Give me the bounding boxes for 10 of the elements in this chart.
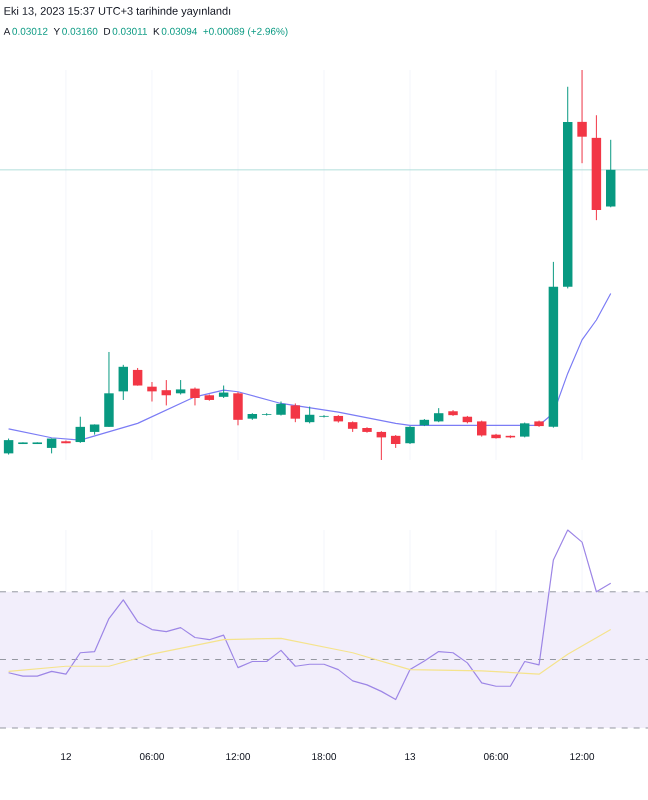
candlestick bbox=[190, 386, 200, 406]
candlestick bbox=[233, 391, 243, 426]
candlestick bbox=[577, 69, 587, 164]
candlestick bbox=[161, 379, 172, 406]
candlestick bbox=[290, 402, 301, 423]
candlestick bbox=[104, 351, 114, 428]
candlestick bbox=[606, 139, 616, 208]
candlestick bbox=[147, 381, 157, 403]
candlestick bbox=[75, 416, 86, 444]
candlestick bbox=[118, 364, 129, 401]
